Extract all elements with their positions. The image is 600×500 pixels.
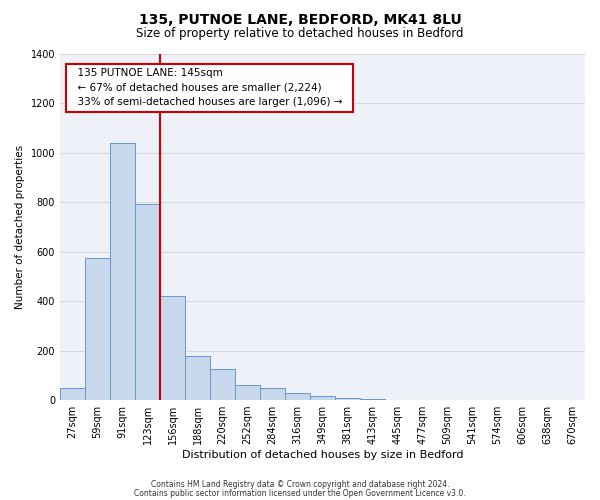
Text: Contains HM Land Registry data © Crown copyright and database right 2024.: Contains HM Land Registry data © Crown c… [151,480,449,489]
Bar [135,204,160,400]
Bar [60,388,85,400]
Text: Size of property relative to detached houses in Bedford: Size of property relative to detached ho… [136,28,464,40]
Bar [185,356,210,400]
Bar [310,396,335,400]
Y-axis label: Number of detached properties: Number of detached properties [15,145,25,309]
Text: Contains public sector information licensed under the Open Government Licence v3: Contains public sector information licen… [134,488,466,498]
Bar [85,258,110,400]
Bar [360,399,385,400]
Bar [160,296,185,400]
X-axis label: Distribution of detached houses by size in Bedford: Distribution of detached houses by size … [182,450,463,460]
Text: 135, PUTNOE LANE, BEDFORD, MK41 8LU: 135, PUTNOE LANE, BEDFORD, MK41 8LU [139,12,461,26]
Bar [110,143,135,400]
Bar [210,369,235,400]
Text: 135 PUTNOE LANE: 145sqm
  ← 67% of detached houses are smaller (2,224)
  33% of : 135 PUTNOE LANE: 145sqm ← 67% of detache… [71,68,349,108]
Bar [235,385,260,400]
Bar [260,388,285,400]
Bar [335,398,360,400]
Bar [285,393,310,400]
